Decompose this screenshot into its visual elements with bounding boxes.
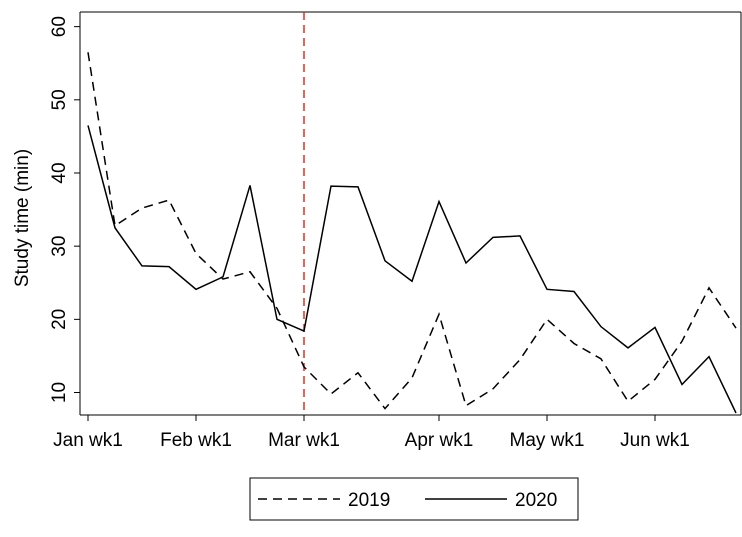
x-tick-label: May wk1 [510, 430, 585, 451]
y-axis-label: Study time (min) [12, 149, 33, 287]
series-line [87, 125, 737, 414]
y-tick-label: 60 [49, 16, 70, 37]
x-tick-label: Mar wk1 [268, 430, 340, 451]
x-tick-label: Apr wk1 [405, 430, 474, 451]
x-tick-label: Feb wk1 [160, 430, 232, 451]
y-tick-label: 50 [49, 89, 70, 110]
x-tick-label: Jun wk1 [620, 430, 690, 451]
y-tick-label: 20 [49, 309, 70, 330]
legend-box [249, 477, 579, 521]
y-tick-label: 10 [49, 382, 70, 403]
series-line [87, 52, 737, 410]
legend-label: 2020 [515, 490, 557, 511]
x-tick-label: Jan wk1 [53, 430, 123, 451]
legend-label: 2019 [348, 490, 390, 511]
y-tick-label: 30 [49, 236, 70, 257]
y-tick-label: 40 [49, 162, 70, 183]
